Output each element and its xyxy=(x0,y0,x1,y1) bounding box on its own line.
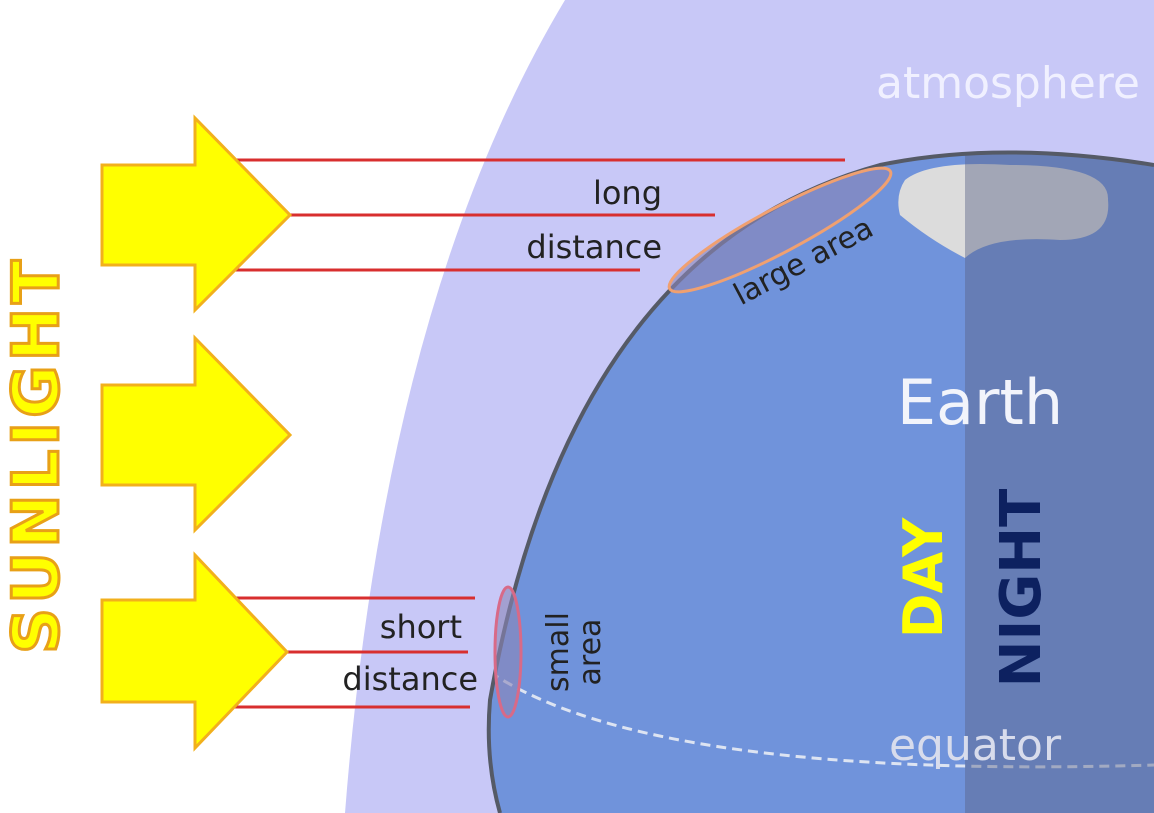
diagram: SUNLIGHT atmosphere long distance large … xyxy=(0,0,1154,813)
atmosphere-label: atmosphere xyxy=(876,58,1140,109)
equator-label: equator xyxy=(889,720,1062,771)
short-distance-label: distance xyxy=(342,660,478,698)
night-label: NIGHT xyxy=(989,489,1054,688)
small-area-spot xyxy=(495,587,521,717)
day-label: DAY xyxy=(892,517,955,638)
earth-label: Earth xyxy=(897,366,1063,439)
arrows xyxy=(102,118,290,748)
long-distance-label: distance xyxy=(526,228,662,266)
short-label: short xyxy=(380,608,462,646)
small-label: small xyxy=(541,612,576,692)
area-label: area xyxy=(573,619,608,686)
sunlight-label: SUNLIGHT xyxy=(0,256,74,654)
long-label: long xyxy=(593,174,662,212)
